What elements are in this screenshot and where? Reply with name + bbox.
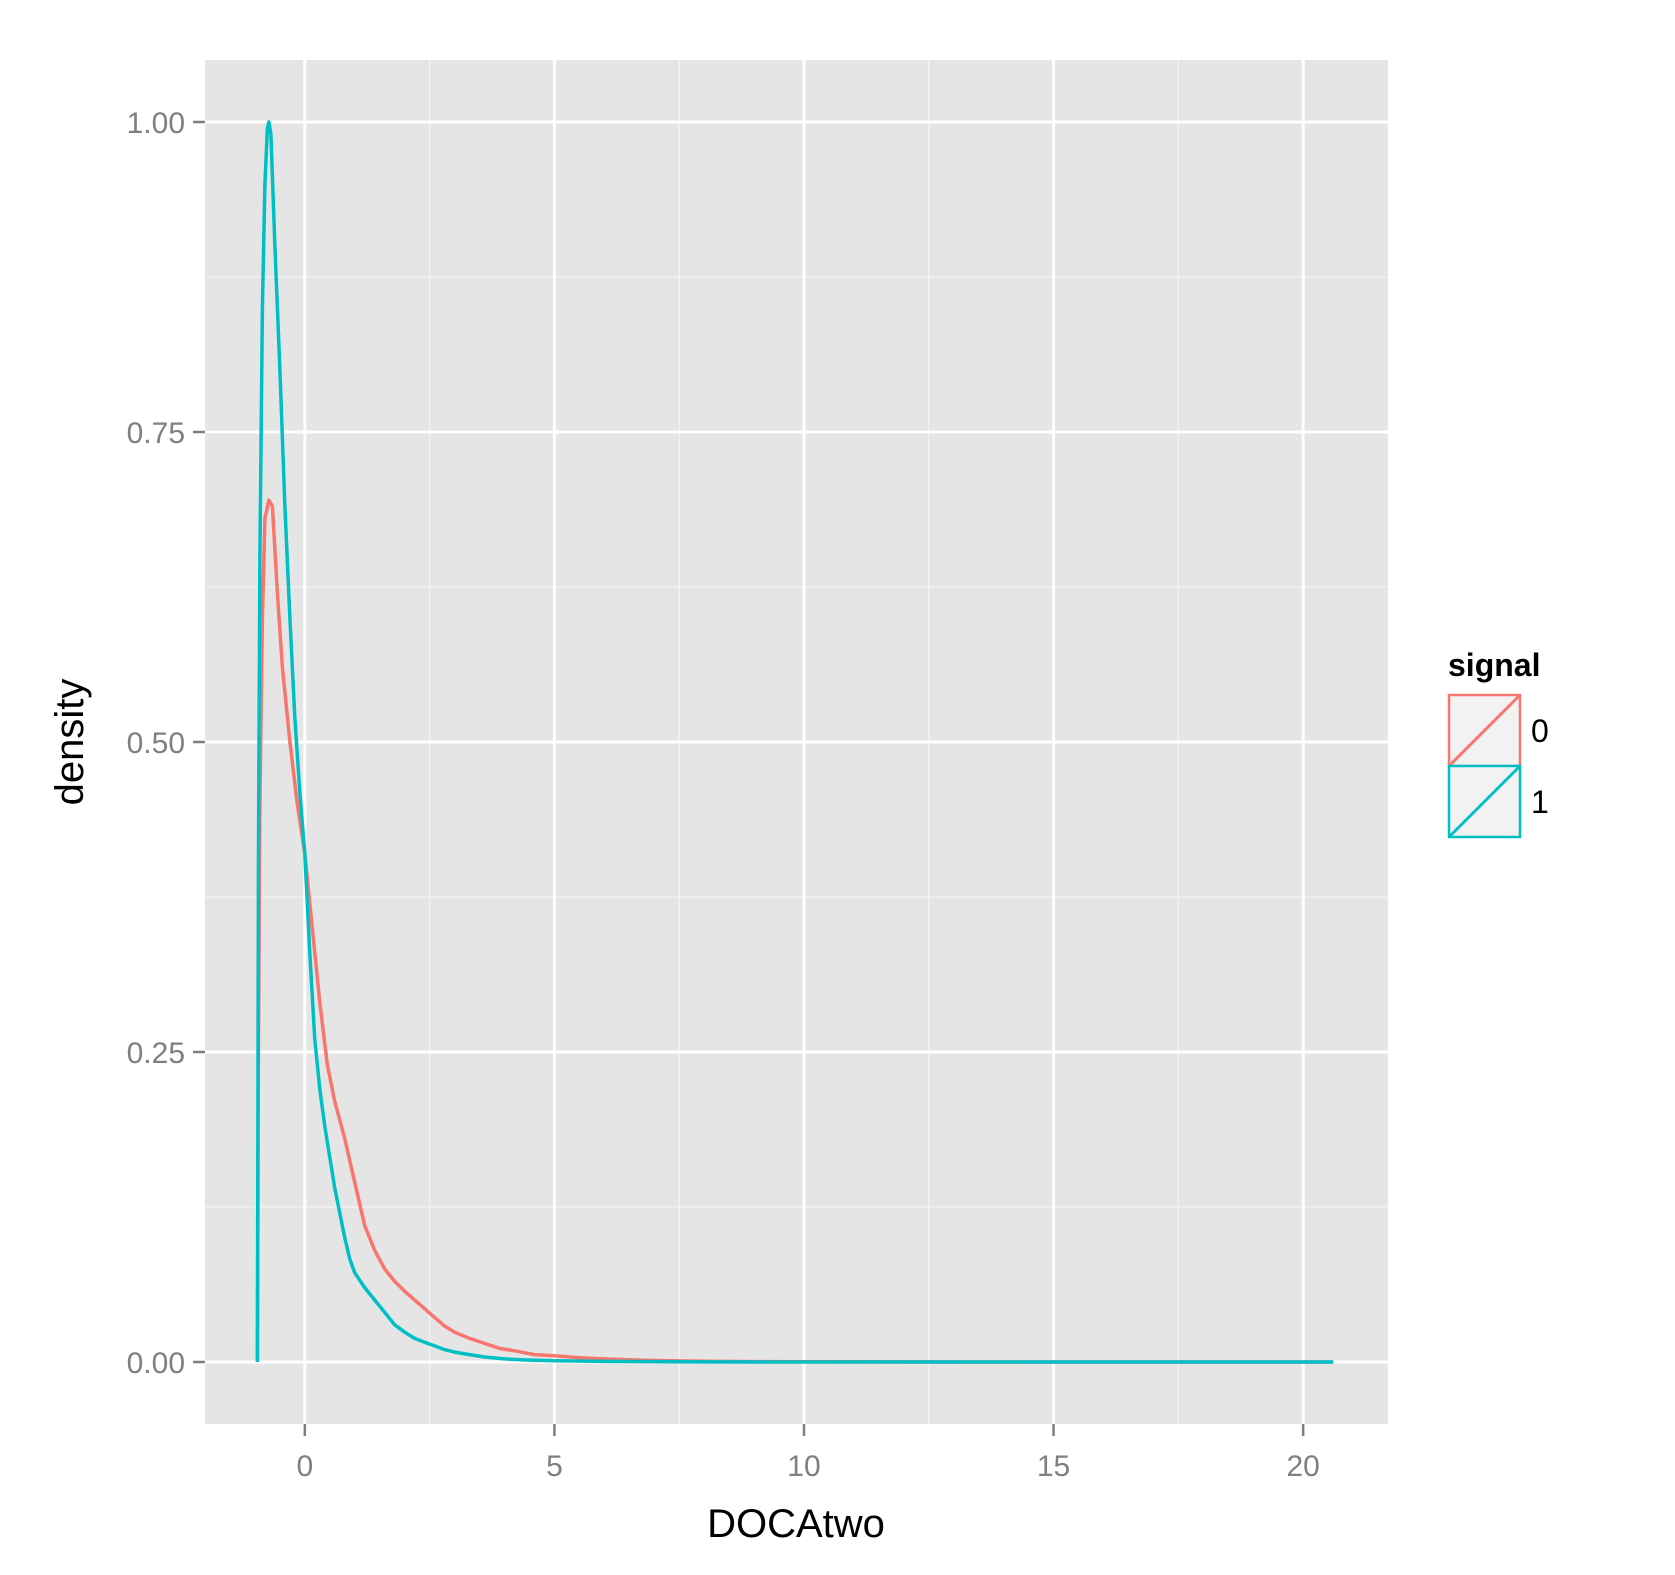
x-tick-label: 0 bbox=[296, 1450, 313, 1483]
series-line-1 bbox=[255, 120, 1334, 1364]
x-tick-label: 20 bbox=[1286, 1450, 1319, 1483]
x-axis-title: DOCAtwo bbox=[707, 1502, 885, 1546]
legend-key-1-line bbox=[1447, 764, 1522, 839]
y-tick-label: 0.50 bbox=[127, 727, 185, 760]
legend-item-0: 0 bbox=[1447, 693, 1549, 768]
y-tick-label: 1.00 bbox=[127, 107, 185, 140]
legend-label-0: 0 bbox=[1531, 713, 1549, 749]
x-tick-label: 10 bbox=[787, 1450, 820, 1483]
y-tick-label: 0.00 bbox=[127, 1347, 185, 1380]
y-tick-label: 0.75 bbox=[127, 417, 185, 450]
y-tick-label: 0.25 bbox=[127, 1037, 185, 1070]
legend-label-1: 1 bbox=[1531, 784, 1549, 820]
legend: signal 0 1 bbox=[1447, 647, 1549, 839]
x-axis: 0 5 10 15 20 bbox=[296, 1424, 1320, 1483]
x-tick-label: 5 bbox=[546, 1450, 563, 1483]
legend-title: signal bbox=[1448, 647, 1540, 683]
legend-key-0-line bbox=[1447, 693, 1522, 768]
y-axis: 0.00 0.25 0.50 0.75 1.00 bbox=[127, 107, 205, 1380]
y-axis-title: density bbox=[48, 679, 92, 806]
legend-item-1: 1 bbox=[1447, 764, 1549, 839]
x-tick-label: 15 bbox=[1037, 1450, 1070, 1483]
series-lines bbox=[255, 120, 1334, 1364]
